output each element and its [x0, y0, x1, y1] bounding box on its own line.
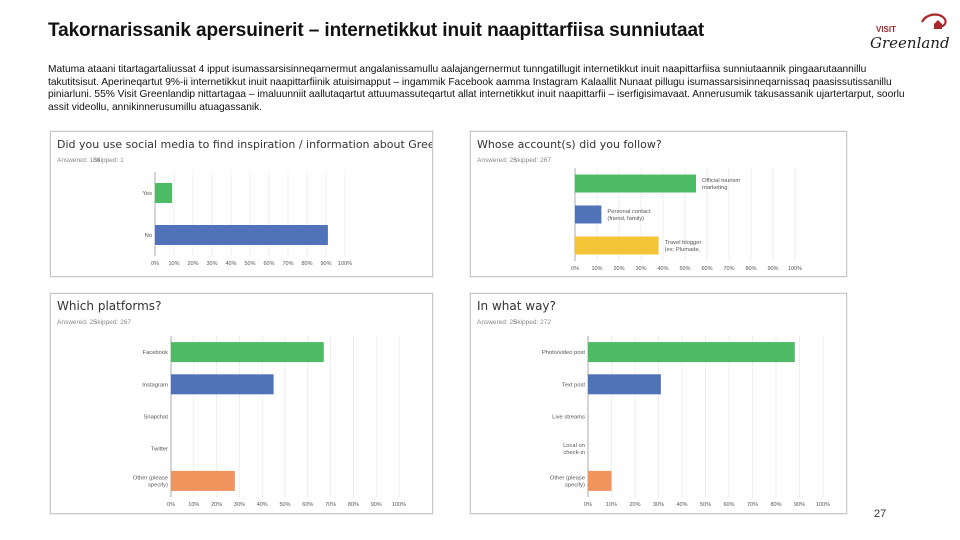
x-tick-label: 40%	[676, 502, 687, 508]
category-label: Travel blogger (ex: Plumade,	[665, 240, 702, 253]
chart-title: Which platforms?	[57, 299, 161, 313]
page-number: 27	[874, 508, 887, 520]
x-tick-label: 100%	[788, 266, 802, 272]
logo-line1: VISIT	[876, 25, 896, 34]
x-tick-label: 90%	[371, 502, 382, 508]
category-label: Official tourism marketing	[702, 178, 740, 191]
bar-travel-blogger-ex-plumade-malt	[575, 236, 659, 255]
chart-panel-in-what-way: In what way? Answered: 25 Skipped: 272 0% 10…	[470, 293, 847, 514]
x-tick-label: 60%	[263, 261, 274, 267]
chart-answered-count: Answered: 25	[477, 319, 517, 326]
x-tick-label: 50%	[700, 502, 711, 508]
visit-greenland-logo: VISIT Greenland	[870, 13, 950, 52]
slide-title: Takornarissanik apersuinerit – interneti…	[48, 20, 705, 41]
chart-panel-platforms: Which platforms? Answered: 25 Skipped: 267…	[50, 293, 433, 514]
bar-photo-video-post	[588, 342, 795, 363]
x-tick-label: 10%	[188, 502, 199, 508]
logo-swirl	[921, 13, 947, 28]
category-label: Facebook	[143, 350, 169, 356]
x-tick-label: 40%	[225, 261, 236, 267]
chart-skipped-count: Skipped: 1	[93, 157, 124, 164]
x-tick-label: 90%	[794, 502, 805, 508]
bar-instagram	[171, 374, 274, 395]
logo-house	[934, 20, 942, 29]
x-tick-label: 20%	[187, 261, 198, 267]
x-tick-label: 40%	[257, 502, 268, 508]
x-tick-label: 80%	[770, 502, 781, 508]
bar-no	[155, 225, 328, 245]
category-label: Instagram	[142, 382, 168, 388]
chart-answered-count: Answered: 186	[57, 157, 101, 164]
category-label: Other (please specify)	[133, 475, 168, 488]
x-tick-label: 100%	[816, 502, 830, 508]
category-label: Live streams	[552, 415, 585, 421]
chart-title: In what way?	[477, 299, 556, 313]
x-tick-label: 70%	[282, 261, 293, 267]
x-tick-label: 30%	[234, 502, 245, 508]
x-tick-label: 0%	[167, 502, 175, 508]
category-label: Other (please specify)	[550, 475, 585, 488]
x-tick-label: 80%	[301, 261, 312, 267]
x-tick-label: 10%	[606, 502, 617, 508]
x-tick-label: 80%	[745, 266, 756, 272]
chart-accounts-followed: Whose account(s) did you follow? Answered…	[477, 138, 802, 272]
x-tick-label: 50%	[244, 261, 255, 267]
bar-other-please-specify	[588, 470, 612, 491]
x-tick-label: 50%	[679, 266, 690, 272]
x-tick-label: 90%	[767, 266, 778, 272]
chart-panel-accounts-followed: Whose account(s) did you follow? Answered…	[470, 131, 847, 277]
category-label: Yes	[143, 191, 153, 197]
chart-skipped-count: Skipped: 267	[513, 157, 551, 164]
chart-title: Did you use social media to find inspira…	[57, 138, 432, 151]
chart-panel-social-media-use: Did you use social media to find inspira…	[50, 131, 433, 277]
chart-answered-count: Answered: 25	[477, 157, 517, 164]
slide-body-text: Matuma ataani titartagartaliussat 4 ippu…	[48, 64, 905, 113]
x-tick-label: 0%	[151, 261, 159, 267]
chart-skipped-count: Skipped: 272	[513, 319, 551, 326]
category-label: No	[145, 233, 152, 239]
x-tick-label: 60%	[302, 502, 313, 508]
x-tick-label: 80%	[348, 502, 359, 508]
chart-social-media-use: Did you use social media to find inspira…	[57, 138, 432, 267]
chart-title: Whose account(s) did you follow?	[477, 138, 662, 151]
x-tick-label: 100%	[338, 261, 352, 267]
x-tick-label: 40%	[657, 266, 668, 272]
x-tick-label: 10%	[591, 266, 602, 272]
category-label: Snapchat	[144, 415, 169, 421]
x-tick-label: 90%	[320, 261, 331, 267]
x-tick-label: 10%	[168, 261, 179, 267]
bar-personal-contact-friend-family	[575, 205, 602, 224]
category-label: Text post	[562, 382, 586, 388]
x-tick-label: 20%	[613, 266, 624, 272]
bar-other-please-specify	[171, 470, 235, 491]
x-tick-label: 30%	[206, 261, 217, 267]
x-tick-label: 70%	[723, 266, 734, 272]
x-tick-label: 0%	[571, 266, 579, 272]
bar-yes	[155, 183, 173, 203]
category-label: Twitter	[151, 447, 168, 453]
x-tick-label: 70%	[325, 502, 336, 508]
x-tick-label: 30%	[635, 266, 646, 272]
x-tick-label: 20%	[629, 502, 640, 508]
x-tick-label: 70%	[747, 502, 758, 508]
category-label: Photo/video post	[542, 350, 586, 356]
x-tick-label: 50%	[279, 502, 290, 508]
logo-line2: Greenland	[870, 34, 950, 52]
bar-facebook	[171, 342, 324, 363]
category-label: Personal contact (friend, family)	[607, 209, 651, 222]
bar-text-post	[588, 374, 661, 395]
x-tick-label: 20%	[211, 502, 222, 508]
chart-answered-count: Answered: 25	[57, 319, 97, 326]
chart-skipped-count: Skipped: 267	[93, 319, 131, 326]
x-tick-label: 100%	[392, 502, 406, 508]
x-tick-label: 60%	[723, 502, 734, 508]
x-tick-label: 60%	[701, 266, 712, 272]
x-tick-label: 30%	[653, 502, 664, 508]
x-tick-label: 0%	[584, 502, 592, 508]
category-label: Local on check-in	[563, 443, 585, 456]
bar-official-tourism-marketing-company-ex-visit-greenland	[575, 174, 696, 193]
